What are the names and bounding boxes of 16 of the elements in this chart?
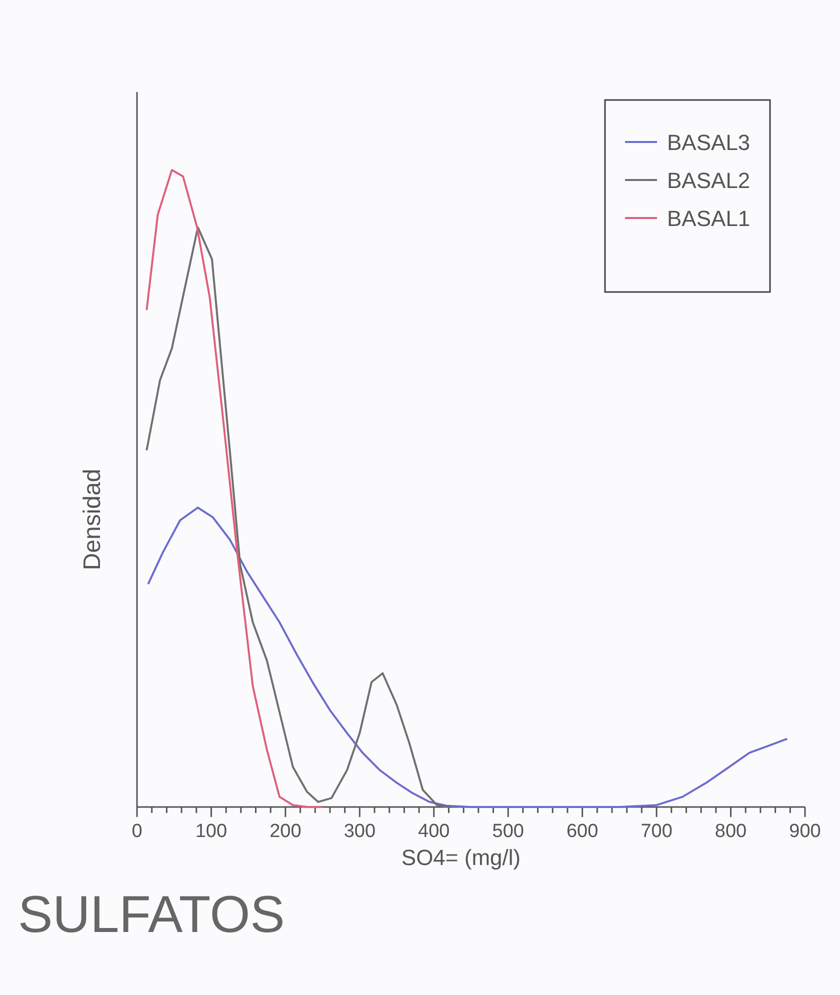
x-tick-label: 600 — [566, 821, 598, 842]
x-tick-label: 0 — [132, 821, 142, 842]
legend-label: BASAL1 — [667, 206, 750, 231]
x-tick-label: 700 — [640, 821, 672, 842]
y-axis-title: Densidad — [79, 468, 106, 570]
x-axis-title: SO4= (mg/l) — [401, 845, 521, 870]
legend-label: BASAL3 — [667, 130, 750, 155]
legend-label: BASAL2 — [667, 168, 750, 193]
text: SULFATOS — [18, 886, 285, 944]
x-tick-label: 500 — [492, 821, 524, 842]
x-tick-label: 800 — [714, 821, 747, 842]
x-tick-label: 300 — [344, 821, 376, 842]
x-tick-label: 900 — [789, 821, 821, 842]
x-tick-label: 400 — [418, 821, 450, 842]
x-tick-label: 200 — [270, 821, 302, 842]
x-tick-label: 100 — [195, 821, 228, 842]
